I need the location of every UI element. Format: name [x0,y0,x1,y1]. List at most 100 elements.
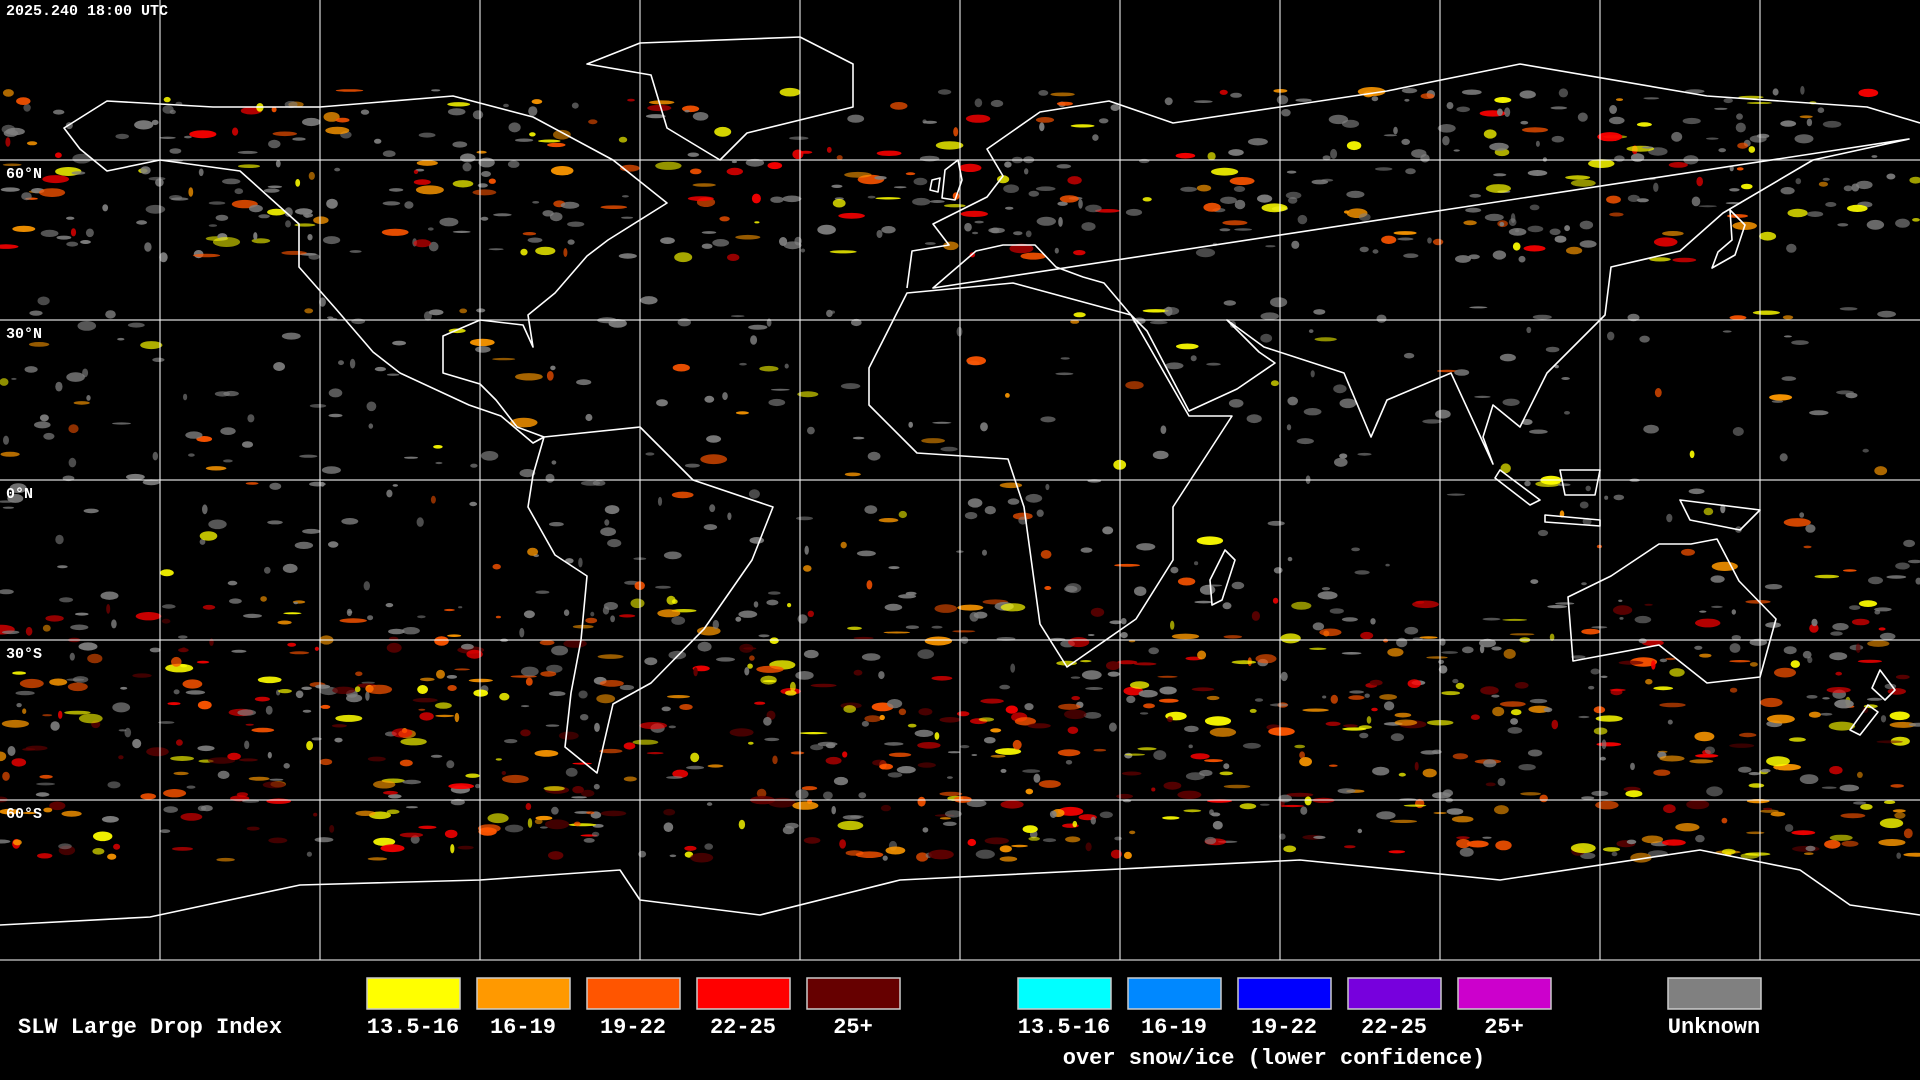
cloud-pixel [1908,559,1920,564]
cloud-pixel [447,102,471,107]
cloud-pixel [78,713,103,724]
cloud-pixel [1555,602,1575,605]
cloud-pixel [1438,665,1448,674]
cloud-pixel [534,818,543,825]
cloud-pixel [1420,750,1439,755]
cloud-pixel [966,356,986,366]
cloud-pixel [134,120,154,130]
cloud-pixel [1615,98,1624,101]
cloud-pixel [202,604,216,610]
africa [868,282,1233,668]
cloud-pixel [1023,168,1029,175]
cloud-pixel [1805,845,1816,852]
cloud-pixel [2,89,14,97]
cloud-pixel [1736,113,1743,120]
cloud-pixel [502,774,529,784]
cloud-pixel [817,224,836,235]
cloud-pixel [1651,660,1656,670]
cloud-pixel [932,421,952,424]
cloud-pixel [1491,646,1502,651]
cloud-pixel [1723,98,1733,104]
cloud-pixel [784,822,799,829]
cloud-pixel [388,628,405,635]
cloud-pixel [1040,416,1056,423]
cloud-pixel [1283,845,1297,853]
cloud-pixel [1164,306,1173,317]
cloud-pixel [71,171,86,175]
cloud-pixel [446,675,458,679]
cloud-pixel [1285,191,1302,199]
cloud-pixel [1786,243,1797,253]
cloud-pixel [1600,756,1606,761]
cloud-pixel [197,745,215,752]
cloud-pixel [861,720,870,727]
cloud-pixel [908,421,913,428]
cloud-pixel [974,98,983,108]
cloud-pixel [328,413,343,418]
cloud-pixel [621,216,634,219]
cloud-pixel [1667,719,1673,725]
cloud-pixel [1249,708,1257,713]
cloud-pixel [543,786,565,791]
cloud-pixel [1512,242,1521,251]
cloud-pixel [1231,660,1257,665]
cloud-pixel [944,204,966,208]
cloud-pixel [864,505,878,514]
cloud-pixel [66,372,85,382]
cloud-pixel [1474,395,1491,398]
cloud-pixel [618,136,628,143]
cloud-pixel [1784,824,1794,832]
cloud-pixel [323,112,340,122]
cloud-pixel [367,615,374,621]
cloud-pixel [454,668,470,671]
cloud-pixel [1874,607,1892,612]
cloud-pixel [1446,493,1466,496]
cloud-pixel [674,252,693,263]
cloud-pixel [1626,839,1637,845]
cloud-pixel [236,792,249,797]
cloud-pixel [939,791,963,797]
cloud-pixel [590,611,595,617]
cloud-pixel [1468,254,1480,260]
cloud-pixel [1482,836,1492,839]
cloud-pixel [1721,848,1736,855]
cloud-pixel [739,362,747,366]
cloud-pixel [563,248,568,257]
cloud-pixel [971,754,978,756]
cloud-pixel [1909,176,1920,184]
cloud-pixel [391,728,413,738]
cloud-pixel [1322,155,1331,161]
cloud-pixel [1462,646,1474,654]
cloud-pixel [1729,188,1740,192]
cloud-pixel [940,446,958,452]
cloud-pixel [1851,183,1860,192]
cloud-pixel [876,150,902,156]
cloud-pixel [37,296,50,306]
cloud-pixel [469,338,495,347]
cloud-pixel [783,241,802,250]
cloud-pixel [1454,369,1470,376]
cloud-pixel [476,308,486,313]
cloud-pixel [1116,793,1133,799]
cloud-pixel [1561,377,1570,380]
cloud-pixel [1866,697,1883,701]
cloud-pixel [693,667,698,677]
british-isles [929,159,963,201]
cloud-pixel [1280,671,1288,682]
cloud-pixel [1000,768,1007,773]
cloud-pixel [546,371,554,381]
cloud-pixel [100,591,119,600]
cloud-pixel [750,335,758,345]
cloud-pixel [323,236,341,245]
cloud-pixel [1744,852,1771,856]
cloud-pixel [293,601,298,605]
cloud-pixel [1087,634,1095,636]
cloud-pixel [1597,132,1623,142]
cloud-pixel [666,595,676,605]
cloud-pixel [585,617,598,624]
cloud-pixel [1360,631,1374,640]
cloud-pixel [251,727,275,733]
cloud-pixel [1581,582,1587,586]
legend-swatch [1667,977,1762,1010]
cloud-pixel [807,610,814,617]
